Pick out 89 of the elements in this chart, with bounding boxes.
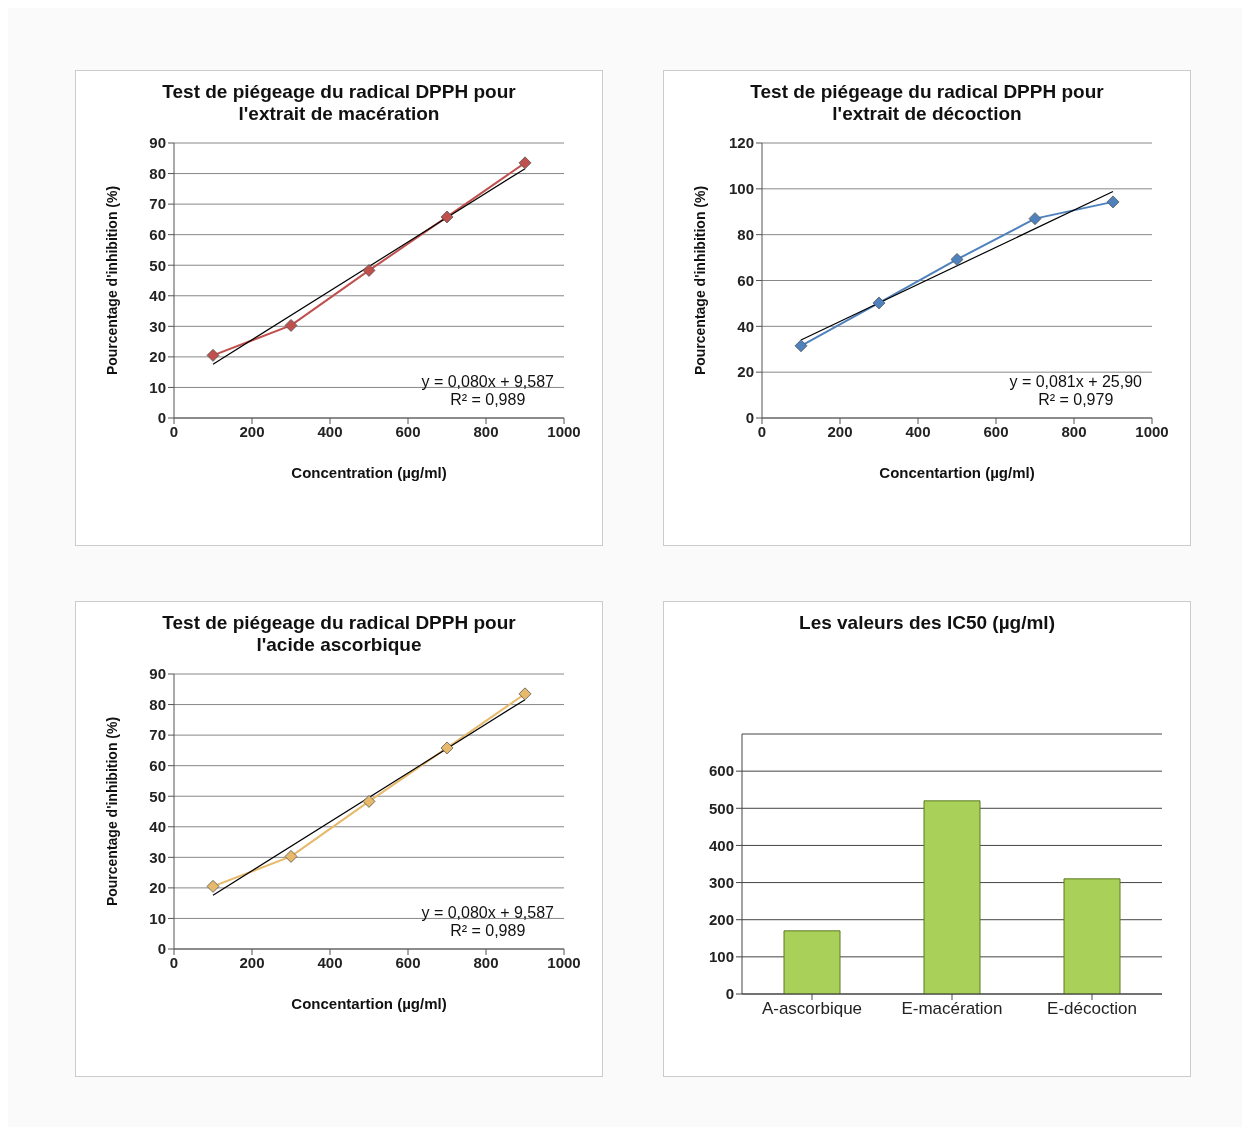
x-axis-title: Concentartion (µg/ml) (291, 995, 447, 1012)
y-tick-label: 400 (708, 836, 734, 854)
annotation: R² = 0,979 (1037, 391, 1115, 409)
y-axis-title: Pourcentage d'inhibition (%) (103, 716, 120, 907)
y-tick-label: 50 (149, 787, 166, 805)
annotation: y = 0,081x + 25,90 (1009, 373, 1142, 391)
bar (783, 930, 841, 994)
y-axis-title: Pourcentage d'inhibition (%) (103, 185, 120, 376)
x-tick-label: 1000 (1135, 422, 1169, 440)
y-tick-label: 120 (728, 134, 754, 152)
x-tick-label: 400 (317, 422, 343, 440)
y-tick-label: 600 (708, 762, 734, 780)
x-tick-label: E-macération (901, 999, 1003, 1019)
y-tick-label: 20 (149, 879, 166, 897)
x-tick-label: 400 (905, 422, 931, 440)
y-tick-label: 0 (725, 985, 734, 1003)
annotation: R² = 0,989 (449, 391, 527, 409)
x-tick-label: 200 (239, 422, 265, 440)
point (362, 795, 376, 808)
point (518, 687, 532, 701)
x-tick-label: 200 (239, 953, 265, 971)
x-tick-label: 0 (169, 953, 179, 971)
chart-title: Test de piégeage du radical DPPH pour l'extrait de décoction (749, 81, 1105, 126)
x-axis-title: Concentartion (µg/ml) (879, 464, 1035, 481)
y-tick-label: 30 (149, 848, 166, 866)
x-tick-label: 800 (473, 953, 499, 971)
y-tick-label: 0 (745, 409, 754, 427)
x-tick-label: 1000 (547, 953, 581, 971)
point (440, 210, 454, 224)
point (950, 253, 964, 266)
y-tick-label: 90 (149, 134, 166, 152)
y-tick-label: 300 (708, 873, 734, 891)
y-tick-label: 60 (149, 756, 166, 774)
x-tick-label: 600 (983, 422, 1009, 440)
point (794, 339, 808, 353)
point (206, 879, 220, 893)
y-tick-label: 40 (737, 317, 754, 335)
point (518, 156, 532, 170)
annotation: y = 0,080x + 9,587 (421, 373, 554, 391)
y-tick-label: 0 (157, 409, 166, 427)
point (206, 348, 220, 362)
y-tick-label: 70 (149, 195, 166, 213)
y-tick-label: 10 (149, 909, 166, 927)
x-tick-label: 800 (1061, 422, 1087, 440)
bar (1063, 878, 1121, 994)
y-tick-label: 40 (149, 818, 166, 836)
point (872, 296, 886, 310)
y-tick-label: 60 (149, 225, 166, 243)
y-tick-label: 80 (149, 695, 166, 713)
point (362, 264, 376, 277)
y-axis-title: Pourcentage d'inhibition (%) (691, 185, 708, 376)
annotation: y = 0,080x + 9,587 (421, 904, 554, 922)
x-axis-title: Concentration (µg/ml) (291, 464, 447, 481)
x-tick-label: E-décoction (1047, 999, 1137, 1019)
y-tick-label: 500 (708, 799, 734, 817)
chart-title: Les valeurs des IC50 (µg/ml) (798, 612, 1056, 635)
point (284, 319, 298, 332)
chart-title: Test de piégeage du radical DPPH pour l'acide ascorbique (161, 612, 517, 657)
y-tick-label: 70 (149, 726, 166, 744)
y-tick-label: 40 (149, 287, 166, 305)
y-tick-label: 200 (708, 911, 734, 929)
y-tick-label: 100 (708, 948, 734, 966)
x-tick-label: 400 (317, 953, 343, 971)
y-tick-label: 10 (149, 378, 166, 396)
y-tick-label: 30 (149, 317, 166, 335)
y-tick-label: 80 (149, 164, 166, 182)
x-tick-label: 800 (473, 422, 499, 440)
y-tick-label: 50 (149, 256, 166, 274)
point (284, 850, 298, 863)
y-tick-label: 20 (149, 348, 166, 366)
x-tick-label: 600 (395, 422, 421, 440)
y-tick-label: 60 (737, 271, 754, 289)
y-tick-label: 20 (737, 363, 754, 381)
y-tick-label: 90 (149, 665, 166, 683)
bar (923, 800, 981, 994)
x-tick-label: 600 (395, 953, 421, 971)
annotation: R² = 0,989 (449, 922, 527, 940)
y-tick-label: 100 (728, 180, 754, 198)
x-tick-label: 1000 (547, 422, 581, 440)
x-tick-label: 0 (169, 422, 179, 440)
point (440, 741, 454, 755)
point (1106, 195, 1120, 209)
chart-title: Test de piégeage du radical DPPH pour l'extrait de macération (161, 81, 517, 126)
x-tick-label: 0 (757, 422, 767, 440)
y-tick-label: 80 (737, 225, 754, 243)
x-tick-label: A-ascorbique (761, 999, 863, 1019)
y-tick-label: 0 (157, 940, 166, 958)
point (1028, 212, 1042, 226)
x-tick-label: 200 (827, 422, 853, 440)
